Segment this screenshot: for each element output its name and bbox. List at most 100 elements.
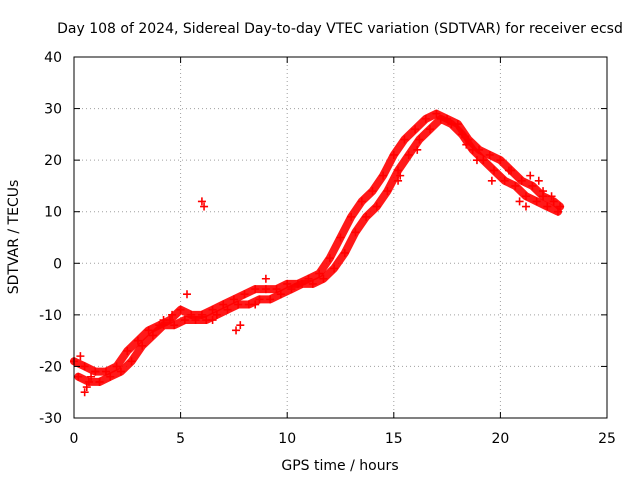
y-tick-label: -10	[39, 308, 62, 324]
data-point	[543, 202, 552, 211]
data-point	[413, 145, 422, 154]
data-point	[411, 125, 420, 134]
data-point	[500, 176, 509, 185]
data-point	[556, 202, 565, 211]
x-tick-label: 15	[385, 431, 403, 447]
data-point	[208, 316, 217, 325]
data-point	[549, 197, 558, 206]
data-point	[219, 300, 228, 309]
data-point	[534, 176, 543, 185]
data-point	[485, 150, 494, 159]
data-point	[415, 135, 424, 144]
data-point	[298, 279, 307, 288]
data-point	[404, 150, 413, 159]
data-point	[187, 310, 196, 319]
series-trace	[70, 109, 565, 376]
data-point	[490, 166, 499, 175]
axis-ticks	[73, 56, 608, 419]
series-trace	[74, 114, 562, 386]
data-point	[394, 176, 403, 185]
data-point	[400, 135, 409, 144]
data-point	[76, 352, 85, 361]
data-point	[504, 166, 513, 175]
data-point	[372, 202, 381, 211]
data-point	[547, 192, 556, 201]
data-point	[84, 377, 93, 386]
data-point	[304, 274, 313, 283]
data-point	[521, 202, 530, 211]
data-point	[347, 212, 356, 221]
data-point	[468, 145, 477, 154]
data-point	[80, 388, 89, 397]
data-point	[80, 362, 89, 371]
data-point	[138, 341, 147, 350]
data-point	[95, 377, 104, 386]
chart-title: Day 108 of 2024, Sidereal Day-to-day VTE…	[57, 21, 623, 37]
data-point	[526, 171, 535, 180]
data-point	[101, 367, 110, 376]
data-point	[87, 372, 96, 381]
data-point	[340, 248, 349, 257]
data-point	[336, 233, 345, 242]
data-point	[197, 310, 206, 319]
data-point	[261, 285, 270, 294]
data-point	[127, 357, 136, 366]
data-point	[168, 310, 177, 319]
data-point	[421, 114, 430, 123]
x-tick-label: 10	[278, 431, 296, 447]
data-point	[426, 125, 435, 134]
x-axis-label: GPS time / hours	[281, 458, 398, 474]
data-point	[464, 135, 473, 144]
y-tick-label: 30	[44, 102, 62, 118]
data-point	[116, 367, 125, 376]
data-point	[517, 176, 526, 185]
data-point	[496, 156, 505, 165]
data-point	[232, 326, 241, 335]
data-point	[319, 274, 328, 283]
data-point	[200, 202, 209, 211]
data-point	[176, 305, 185, 314]
data-point	[223, 305, 232, 314]
data-point	[436, 114, 445, 123]
data-point	[396, 171, 405, 180]
x-tick-label: 5	[176, 431, 185, 447]
data-point	[283, 279, 292, 288]
data-point	[276, 290, 285, 299]
y-tick-label: 10	[44, 205, 62, 221]
data-point	[208, 305, 217, 314]
data-point	[447, 120, 456, 129]
data-point	[462, 140, 471, 149]
data-point	[261, 274, 270, 283]
data-point	[229, 295, 238, 304]
y-axis-label: SDTVAR / TECUs	[6, 180, 22, 295]
data-point	[82, 383, 91, 392]
data-point	[528, 181, 537, 190]
x-tick-label: 0	[70, 431, 79, 447]
data-point	[236, 321, 245, 330]
x-tick-labels: 0 5 10 15 20 25	[70, 431, 616, 447]
data-point	[553, 207, 562, 216]
data-point	[511, 181, 520, 190]
data-point	[330, 264, 339, 273]
y-tick-label: -30	[39, 411, 62, 427]
data-point	[368, 187, 377, 196]
data-point	[394, 166, 403, 175]
y-tick-label: -20	[39, 359, 62, 375]
data-point	[539, 187, 548, 196]
data-point	[133, 336, 142, 345]
data-point	[240, 290, 249, 299]
data-point	[255, 295, 264, 304]
data-point	[458, 130, 467, 139]
data-point	[515, 197, 524, 206]
data-point	[144, 326, 153, 335]
data-point	[148, 331, 157, 340]
y-tick-label: 40	[44, 50, 62, 66]
data-point	[379, 171, 388, 180]
x-tick-label: 25	[598, 431, 616, 447]
data-point	[180, 316, 189, 325]
data-point	[182, 290, 191, 299]
data-points	[70, 109, 565, 397]
data-point	[472, 156, 481, 165]
data-point	[272, 285, 281, 294]
data-point	[251, 285, 260, 294]
